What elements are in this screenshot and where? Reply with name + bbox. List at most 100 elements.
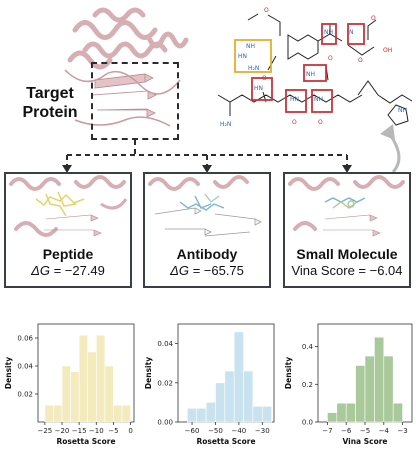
peptide-hist-bar [70, 371, 80, 423]
antibody-x-axis-label: Rosetta Score [196, 437, 255, 446]
small-molecule-y-axis-label: Density [284, 357, 293, 389]
peptide-x-tick-label: −5 [108, 427, 118, 435]
peptide-panel: Peptide ΔG = −27.49 [4, 172, 132, 288]
small-molecule-y-tick-label: 0.0 [302, 419, 313, 427]
mol-atom-10: O [328, 55, 333, 62]
peptide-hist-bar [104, 365, 114, 423]
peptide-score-prefix: ΔG = [31, 263, 65, 278]
antibody-hist-bar [261, 406, 272, 423]
small-molecule-hist-bar [327, 412, 338, 423]
mol-atom-6: O [371, 15, 376, 22]
antibody-x-tick-label: −60 [185, 427, 200, 435]
antibody-histogram: −60 −50 −40 −30 0.00 0.02 0.04 Rosetta Score Den… [144, 323, 275, 446]
mol-atom-5: N [349, 29, 354, 36]
antibody-x-tick-label: −30 [255, 427, 270, 435]
target-label-line1: Target [26, 85, 74, 102]
mol-atom-13: O [262, 75, 267, 82]
mol-atom-9: NH [306, 71, 315, 78]
antibody-hist-bar [243, 370, 254, 423]
antibody-score: ΔG = −65.75 [145, 263, 269, 278]
small-molecule-x-tick-label: −4 [379, 427, 390, 435]
mol-atom-17: NH [314, 96, 323, 103]
mol-atom-4: NH [324, 29, 333, 36]
target-label: Target Protein [5, 84, 95, 122]
mol-atom-2: HN [238, 53, 247, 60]
small-molecule-hist-bar [383, 355, 394, 423]
antibody-hist-bar [233, 331, 244, 423]
peptide-x-axis-label: Rosetta Score [56, 437, 115, 446]
antibody-label: Antibody [176, 246, 238, 262]
mol-atom-14: O [292, 119, 297, 126]
antibody-hist-bar [196, 407, 207, 423]
antibody-hist-bar [215, 382, 226, 423]
small-molecule-label: Small Molecule [296, 246, 398, 262]
antibody-panel: Antibody ΔG = −65.75 [143, 172, 271, 288]
antibody-complex-image [148, 175, 262, 237]
small-molecule-x-tick-label: −6 [341, 427, 352, 435]
peptide-hist-bar [53, 404, 63, 423]
small-molecule-histogram: −7 −6 −5 −4 −3 0.0 0.2 0.4 Vina Score Density [284, 323, 413, 446]
small-molecule-hist-bar [336, 402, 347, 423]
small-molecule-y-tick-label: 0.2 [302, 381, 313, 389]
mol-atom-7: OH [383, 47, 392, 54]
antibody-hist-bar [205, 402, 216, 423]
small-molecule-x-tick-label: −7 [322, 427, 332, 435]
antibody-y-tick-label: 0.04 [157, 340, 173, 348]
antibody-hist-bar [224, 370, 235, 423]
peptide-x-tick-label: 0 [128, 427, 132, 435]
peptide-hist-bar [121, 404, 131, 423]
peptide-score: ΔG = −27.49 [6, 263, 130, 278]
peptide-x-tick-label: −10 [89, 427, 104, 435]
small-molecule-x-tick-label: −3 [397, 427, 407, 435]
antibody-hist-bar [252, 406, 263, 423]
peptide-hist-bar [61, 365, 71, 423]
small-molecule-panel: Small Molecule Vina Score = −6.04 [283, 172, 411, 288]
mol-atom-18: NH [398, 107, 407, 114]
mol-atom-16: O [318, 119, 323, 126]
peptide-y-tick-label: 0.04 [17, 363, 33, 371]
mol-atom-8: O [358, 57, 363, 64]
small-molecule-x-tick-label: −5 [360, 427, 370, 435]
peptide-hist-bar [113, 404, 123, 423]
connector-arrows [62, 124, 401, 174]
target-label-line2: Protein [22, 104, 78, 121]
peptide-complex-image [9, 175, 128, 237]
peptide-y-axis-label: Density [4, 357, 13, 389]
peptide-hist-bar [44, 404, 54, 423]
small-molecule-score-value: −6.04 [369, 263, 403, 278]
small-molecule-score-prefix: Vina Score = [291, 263, 370, 278]
small-molecule-hist-bar [355, 365, 366, 423]
target-selection-box [91, 62, 179, 140]
peptide-x-tick-label: −20 [55, 427, 70, 435]
peptide-y-tick-label: 0.06 [17, 335, 33, 343]
peptide-histogram: −25 −20 −15 −10 −5 0 0.02 0.04 0.06 Rosetta Score… [4, 323, 135, 446]
antibody-hist-bar [187, 407, 198, 423]
small-molecule-hist-bar [392, 402, 403, 423]
antibody-y-tick-label: 0.00 [157, 419, 173, 427]
peptide-x-tick-label: −15 [72, 427, 87, 435]
peptide-y-tick-label: 0.02 [17, 391, 33, 399]
small-molecule-complex-image [288, 175, 405, 237]
antibody-x-tick-label: −40 [231, 427, 246, 435]
mol-atom-1: NH [246, 43, 255, 50]
antibody-score-prefix: ΔG = [170, 263, 204, 278]
small-molecule-y-tick-label: 0.4 [302, 343, 314, 351]
antibody-score-value: −65.75 [203, 263, 244, 278]
peptide-hist-bar [87, 351, 97, 423]
antibody-y-tick-label: 0.02 [157, 379, 173, 387]
mol-atom-0: O [264, 7, 269, 14]
small-molecule-structure: O NH HN H₂N NH N O OH O NH O H₂N HN O O … [217, 7, 413, 128]
small-molecule-x-axis-label: Vina Score [342, 437, 387, 446]
peptide-hist-bar [95, 334, 106, 423]
peptide-label: Peptide [42, 246, 94, 262]
peptide-score-value: −27.49 [64, 263, 105, 278]
small-molecule-hist-bar [374, 336, 385, 423]
mol-atom-12: HN [254, 85, 263, 92]
small-molecule-hist-bar [345, 402, 356, 423]
peptide-hist-bar [78, 334, 89, 423]
mol-atom-15: HN [290, 96, 299, 103]
target-protein-structure [64, 7, 189, 127]
mol-atom-11: H₂N [220, 121, 231, 128]
antibody-y-axis-label: Density [144, 357, 153, 389]
small-molecule-score: Vina Score = −6.04 [285, 263, 409, 278]
